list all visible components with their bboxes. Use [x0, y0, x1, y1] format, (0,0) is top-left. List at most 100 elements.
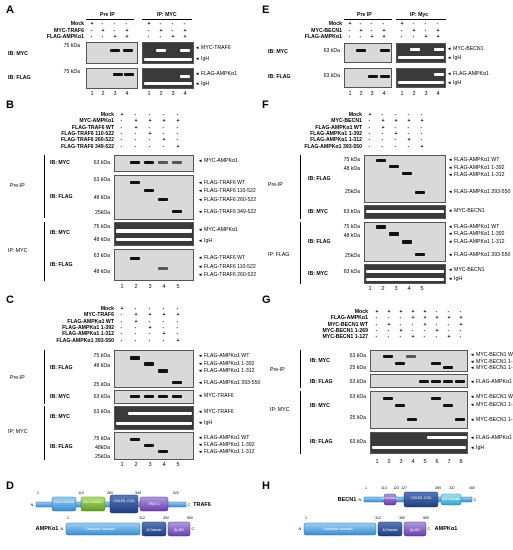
- band: [368, 75, 378, 78]
- band-arrow: ◄: [447, 71, 452, 76]
- ai-domain: [141, 521, 167, 537]
- condition-sign: -: [407, 130, 410, 137]
- condition-sign: -: [147, 27, 150, 34]
- condition-label: FLAG-AMPKα1 1-392: [62, 324, 114, 331]
- domain-label: COILED -COIL: [113, 499, 134, 503]
- kda-marker: 48 kDa: [93, 363, 110, 369]
- lane-number: 1: [147, 91, 151, 97]
- condition-sign: +: [436, 34, 440, 40]
- condition-sign: -: [113, 21, 116, 27]
- condition-sign: +: [176, 118, 180, 125]
- section-label: IP: MYC: [8, 248, 28, 254]
- condition-sign: -: [435, 321, 438, 328]
- band-label: MYC-BECN1: [453, 46, 484, 52]
- domain-label: RING FINGER: [54, 500, 76, 504]
- band-label: FLAG-AMPKα1: [476, 435, 512, 441]
- band-arrow: ◄: [448, 189, 453, 194]
- condition-sign: +: [125, 34, 129, 40]
- kda-marker: 25kDa: [345, 253, 360, 259]
- condition-sign: -: [162, 112, 165, 118]
- condition-sign: -: [176, 306, 179, 312]
- blot-ib-myc-pre: [86, 42, 138, 64]
- condition-sign: +: [148, 118, 152, 125]
- n-terminus: N: [299, 526, 302, 531]
- domain-label: ZNC FINGER: [83, 500, 103, 504]
- condition-sign: -: [147, 34, 150, 40]
- section-label: Pre-IP: [10, 183, 25, 189]
- condition-sign: -: [148, 331, 151, 338]
- condition-sign: -: [101, 34, 104, 40]
- condition-sign: -: [381, 130, 384, 137]
- kda-marker: 48 kDa: [93, 269, 110, 275]
- domain-label: AI Domain: [147, 528, 162, 532]
- lane-number: 2: [412, 91, 416, 97]
- condition-sign: +: [420, 118, 424, 125]
- condition-sign: -: [120, 143, 123, 150]
- band-myc-traf6-ip: [156, 49, 166, 52]
- lane-number: 2: [159, 91, 163, 97]
- band-label: IgH: [454, 276, 463, 282]
- band: [172, 161, 182, 164]
- kda-marker: 63 kDa: [349, 379, 366, 385]
- condition-sign: +: [387, 321, 391, 328]
- kda-marker: 75 kDa: [93, 224, 110, 230]
- band-label: MYC-BECN1 1-269: [476, 359, 513, 365]
- condition-sign: +: [459, 315, 463, 322]
- kda-marker: 63 kDa: [349, 394, 366, 400]
- band: [443, 366, 453, 369]
- condition-sign: -: [176, 130, 179, 137]
- condition-sign: -: [399, 334, 402, 341]
- band-label: MYC-AMPKα1: [204, 227, 238, 233]
- ib-label: IB: FLAG: [308, 239, 331, 245]
- kda-marker: 63 kDa: [349, 439, 366, 445]
- condition-sign: -: [400, 27, 403, 34]
- lane-number: 1: [120, 462, 124, 468]
- condition-sign: -: [387, 327, 390, 334]
- band: [455, 418, 465, 421]
- condition-sign: -: [162, 306, 165, 312]
- condition-sign: -: [120, 318, 123, 325]
- header-line: [86, 19, 134, 20]
- condition-sign: -: [120, 124, 123, 131]
- condition-sign: -: [134, 324, 137, 331]
- panel-letter: D: [6, 480, 14, 492]
- residue-number: 123: [393, 486, 399, 490]
- kda-marker: 75 kDa: [63, 69, 80, 75]
- condition-sign: -: [447, 309, 450, 315]
- kda-marker: 63 kDa: [323, 73, 340, 79]
- band: [407, 418, 417, 421]
- residue-number: 260: [107, 491, 113, 495]
- condition-label: MYC-BECN1 WT: [327, 321, 368, 328]
- condition-label: MYC-TRAF6: [54, 27, 84, 34]
- condition-sign: -: [148, 306, 151, 312]
- ib-label: IB: MYC: [50, 394, 70, 400]
- condition-sign: -: [134, 337, 137, 344]
- condition-sign: -: [447, 327, 450, 334]
- blot: [370, 350, 468, 372]
- band-label: FLAG-TRAF6 260-522: [204, 272, 257, 278]
- condition-sign: -: [387, 315, 390, 322]
- condition-label: Mock: [100, 306, 114, 312]
- band-label: IgH: [453, 55, 462, 61]
- band: [402, 172, 412, 175]
- ib-label: IB: MYC: [8, 51, 28, 57]
- band-label: MYC-BECN1: [454, 267, 485, 273]
- band: [455, 380, 465, 383]
- band: [158, 198, 168, 201]
- band-arrow: ◄: [448, 252, 453, 257]
- kda-marker: 63 kDa: [349, 353, 366, 359]
- condition-sign: +: [348, 21, 352, 27]
- blot: [396, 43, 446, 63]
- band-arrow: ◄: [448, 172, 453, 177]
- traf-c-domain: [139, 496, 169, 512]
- band-arrow: ◄: [198, 209, 203, 214]
- condition-sign: -: [134, 137, 137, 144]
- lane-number: 3: [171, 91, 175, 97]
- ib-label: IB: MYC: [50, 160, 70, 166]
- band-label: IgH: [476, 445, 485, 451]
- band-arrow: ◄: [470, 379, 475, 384]
- condition-sign: -: [381, 112, 384, 118]
- ib-label: IB: FLAG: [50, 444, 73, 450]
- lane-number: 4: [411, 459, 415, 465]
- band-label: IgH: [201, 56, 210, 62]
